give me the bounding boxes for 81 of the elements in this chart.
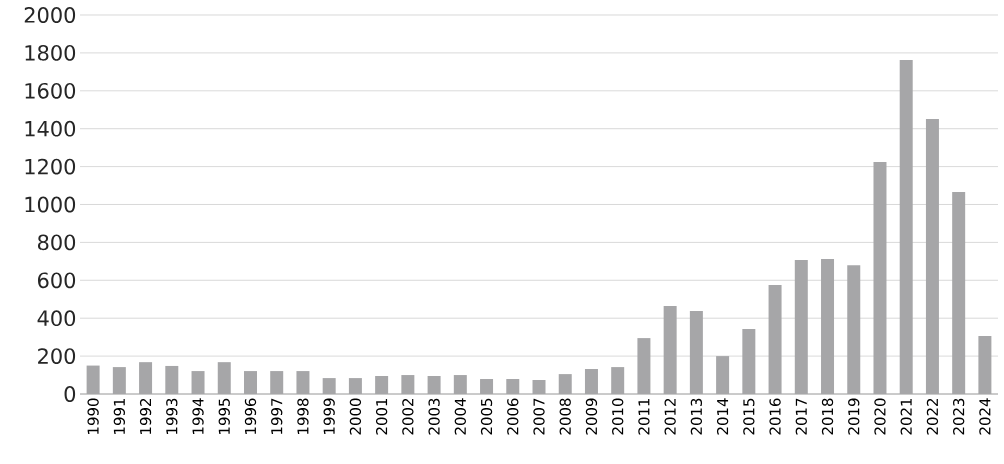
bar (112, 367, 126, 394)
y-tick-label: 1200 (25, 158, 76, 175)
bar (978, 336, 992, 394)
bar (663, 306, 677, 394)
x-tick-label: 2007 (533, 398, 545, 435)
x-tick-label: 2015 (743, 398, 755, 435)
x-tick-label: 1991 (113, 398, 125, 434)
bar (925, 119, 939, 394)
bar (768, 285, 782, 394)
x-tick-label: 1990 (87, 398, 99, 434)
bar (86, 365, 100, 394)
x-tick-label: 1994 (192, 398, 204, 434)
x-tick-label: 2009 (585, 398, 598, 435)
x-tick-label: 1993 (166, 398, 178, 434)
x-tick-label: 2011 (638, 398, 650, 435)
x-tick-label: 2006 (507, 398, 519, 435)
x-tick-label: 2019 (848, 398, 860, 435)
bar (716, 356, 730, 394)
bar (243, 371, 257, 394)
x-tick-label: 1999 (323, 398, 335, 434)
x-tick-label: 1992 (139, 399, 152, 434)
bar (821, 259, 835, 394)
bar (348, 378, 362, 394)
x-tick-label: 2021 (900, 398, 912, 435)
y-tick-label: 600 (38, 272, 76, 289)
bar (165, 365, 179, 394)
bar (453, 375, 467, 394)
y-tick-label: 1800 (25, 44, 76, 61)
y-tick-label: 400 (37, 310, 76, 327)
bar (794, 260, 808, 394)
y-tick-label: 800 (37, 234, 76, 251)
bar (689, 311, 703, 394)
bar (952, 191, 966, 394)
x-tick-label: 2013 (690, 398, 703, 435)
x-tick-label: 2005 (480, 398, 493, 435)
x-tick-label: 2020 (874, 398, 886, 435)
y-tick-label: 0 (64, 386, 76, 402)
bar (611, 367, 625, 394)
bar (401, 375, 415, 394)
x-tick-label: 2022 (926, 399, 939, 435)
x-tick-label: 1995 (218, 398, 230, 434)
x-tick-label: 2024 (979, 398, 991, 435)
bar (506, 379, 520, 394)
x-tick-label: 2010 (612, 398, 624, 435)
bar (847, 265, 861, 394)
bar (270, 371, 284, 394)
x-tick-label: 2023 (953, 398, 965, 435)
x-tick-label: 2002 (402, 399, 414, 435)
bar (427, 376, 441, 394)
bar (375, 376, 389, 394)
bar (558, 374, 572, 394)
bar (532, 379, 546, 394)
x-tick-label: 1997 (271, 398, 283, 434)
bar (139, 362, 153, 394)
x-tick-label: 1998 (297, 398, 309, 434)
x-tick-label: 2003 (428, 398, 440, 435)
x-tick-label: 2012 (664, 399, 676, 435)
x-tick-label: 2008 (559, 398, 571, 435)
x-tick-label: 2001 (375, 398, 388, 435)
bar (873, 162, 887, 394)
y-tick-label: 1400 (25, 120, 76, 137)
x-tick-label: 2004 (454, 398, 466, 435)
bar (191, 371, 205, 394)
x-tick-label: 1996 (244, 398, 257, 434)
y-tick-label: 1000 (25, 196, 76, 213)
x-tick-label: 2018 (821, 398, 834, 435)
y-tick-label: 200 (38, 348, 76, 365)
x-tick-label: 2017 (795, 398, 807, 435)
x-tick-label: 2014 (716, 398, 729, 435)
x-tick-label: 2016 (769, 398, 781, 435)
bar (217, 362, 231, 394)
bar (742, 329, 756, 394)
bar (322, 378, 336, 394)
y-tick-label: 2000 (24, 7, 76, 23)
y-tick-label: 1600 (25, 82, 76, 99)
bar (480, 379, 494, 394)
bar (899, 60, 913, 394)
x-tick-label: 2000 (349, 398, 362, 435)
bar (296, 371, 310, 394)
bar (637, 338, 651, 394)
bar (584, 368, 598, 394)
